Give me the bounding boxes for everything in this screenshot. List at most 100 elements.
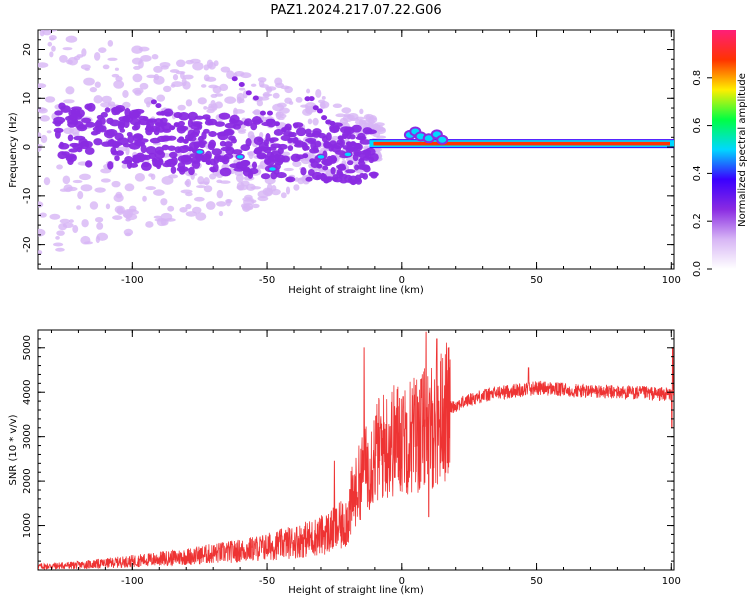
heat-blob xyxy=(219,167,232,177)
heat-blob xyxy=(346,160,354,166)
heat-blob xyxy=(199,142,206,149)
heat-blob xyxy=(107,161,114,170)
heat-speckle xyxy=(375,126,387,135)
heat-blob xyxy=(101,141,112,147)
heat-blob xyxy=(235,161,244,168)
heat-speckle xyxy=(185,203,192,210)
snr-ytick-label: 3000 xyxy=(22,424,33,449)
heat-blob xyxy=(252,119,264,124)
heat-blob xyxy=(98,125,107,133)
heat-speckle xyxy=(212,85,222,94)
heat-streak xyxy=(266,110,273,116)
heat-blob xyxy=(368,156,375,164)
heat-speckle xyxy=(197,176,205,185)
heat-speckle xyxy=(242,205,254,211)
colorbar-gradient xyxy=(712,30,736,269)
heat-speckle xyxy=(100,168,112,174)
heat-speckle xyxy=(172,74,179,81)
heat-blob xyxy=(244,118,253,127)
heat-speckle xyxy=(39,115,50,122)
heat-speckle xyxy=(206,59,214,69)
heat-blob xyxy=(220,146,232,152)
spectrogram-ylabel: Frequency (Hz) xyxy=(8,112,19,188)
heat-blob xyxy=(61,151,70,156)
heat-streak xyxy=(281,127,288,133)
heat-blob xyxy=(190,124,201,130)
heat-speckle xyxy=(59,218,71,224)
heat-streak xyxy=(358,157,365,163)
heat-blob xyxy=(322,165,329,171)
heat-speckle xyxy=(365,114,371,122)
heat-speckle xyxy=(89,87,98,93)
heat-speckle xyxy=(125,213,138,221)
heat-blob xyxy=(109,119,121,127)
heat-blob xyxy=(300,167,307,176)
colorbar-tick-label: 0.4 xyxy=(692,165,703,181)
heat-speckle xyxy=(83,77,95,86)
heat-blob xyxy=(123,119,130,129)
colorbar-label: Normalized spectral amplitude xyxy=(737,73,748,227)
heat-streak xyxy=(150,99,157,105)
heat-speckle xyxy=(288,101,294,105)
heat-streak xyxy=(341,134,348,140)
heat-bright-spot xyxy=(343,151,353,158)
heat-speckle xyxy=(177,104,186,111)
heat-speckle xyxy=(185,99,193,107)
heat-speckle xyxy=(220,66,231,73)
heat-speckle xyxy=(47,41,53,47)
heat-speckle xyxy=(297,177,305,185)
heat-speckle xyxy=(240,72,252,79)
heat-speckle xyxy=(238,130,246,134)
heat-speckle xyxy=(236,184,249,191)
heat-speckle xyxy=(100,102,112,108)
figure-title: PAZ1.2024.217.07.22.G06 xyxy=(270,3,441,18)
heat-streak xyxy=(182,138,189,144)
heat-speckle xyxy=(304,106,314,115)
heat-speckle xyxy=(49,51,54,58)
heat-speckle xyxy=(283,167,294,172)
colorbar-ticks: 0.0 0.2 0.4 0.6 0.8 xyxy=(692,70,712,277)
heat-speckle xyxy=(170,84,176,88)
heat-streak xyxy=(350,141,357,147)
heat-speckle xyxy=(253,109,261,116)
heat-blob xyxy=(224,141,233,148)
heat-blob xyxy=(90,130,99,136)
heat-speckle xyxy=(258,80,265,88)
heat-blob xyxy=(330,167,336,175)
spectrogram-ytick-label: -10 xyxy=(22,188,33,204)
heat-speckle xyxy=(79,173,91,181)
heat-speckle xyxy=(321,95,326,100)
heat-speckle xyxy=(72,179,83,184)
heat-speckle xyxy=(153,189,165,196)
heat-blob xyxy=(167,145,176,151)
heat-speckle xyxy=(251,203,260,209)
colorbar-tick-label: 0.0 xyxy=(692,261,703,277)
snr-ytick-label: 4000 xyxy=(22,379,33,404)
heat-speckle xyxy=(203,105,208,110)
heat-speckle xyxy=(145,221,154,228)
heat-blob xyxy=(337,163,346,171)
heat-speckle xyxy=(197,97,207,105)
heat-blob xyxy=(349,134,356,140)
snr-ylabel: SNR (10 * v/v) xyxy=(8,414,19,485)
heat-speckle xyxy=(44,96,56,103)
heat-speckle xyxy=(151,54,159,60)
heat-blob xyxy=(154,146,164,155)
heat-streak xyxy=(308,96,315,102)
heat-blob xyxy=(73,135,86,141)
heat-speckle xyxy=(226,70,235,80)
heat-speckle xyxy=(203,185,213,193)
heat-speckle xyxy=(200,84,207,88)
heat-streak xyxy=(295,141,302,147)
carrier-core xyxy=(373,141,670,146)
heat-blob xyxy=(85,121,96,128)
heat-speckle xyxy=(122,90,129,98)
heat-speckle xyxy=(142,195,147,202)
heat-streak xyxy=(354,151,361,157)
heat-blob xyxy=(267,146,277,151)
heat-blob xyxy=(359,164,371,171)
heat-speckle xyxy=(262,187,273,196)
heat-speckle xyxy=(96,232,109,241)
heat-blob xyxy=(359,139,372,145)
heat-blob xyxy=(270,150,282,159)
